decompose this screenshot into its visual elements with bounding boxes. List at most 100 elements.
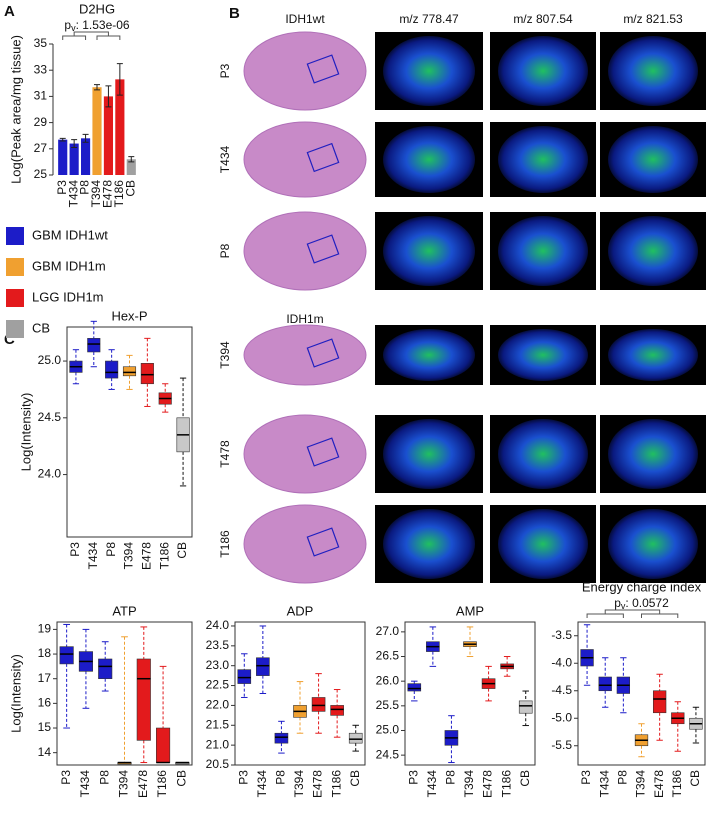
y-tick-label: 17 xyxy=(38,671,52,685)
bracket xyxy=(62,35,87,40)
box xyxy=(136,658,151,741)
bar xyxy=(92,87,102,175)
roi-box xyxy=(306,338,340,368)
bracket xyxy=(73,31,109,36)
column-header: m/z 807.54 xyxy=(513,12,573,26)
x-tick-label: T186 xyxy=(155,770,169,798)
x-tick-label: P3 xyxy=(59,770,73,785)
x-tick-label: E478 xyxy=(136,770,150,798)
he-section xyxy=(243,414,367,494)
legend-swatch xyxy=(6,227,24,245)
y-tick-label: 23.5 xyxy=(206,638,230,652)
panel-label: B xyxy=(229,5,240,22)
group-header: IDH1m xyxy=(286,312,323,326)
error-bar xyxy=(94,84,100,91)
legend-label: GBM IDH1wt xyxy=(32,227,108,242)
x-tick-label: T394 xyxy=(122,542,136,570)
row-label: T478 xyxy=(218,440,232,468)
x-tick-label: CB xyxy=(175,542,189,559)
x-tick-label: P3 xyxy=(55,180,69,195)
x-tick-label: CB xyxy=(688,770,702,787)
ms-image xyxy=(383,329,475,381)
ms-image xyxy=(498,126,588,193)
y-tick-label: 25 xyxy=(34,167,48,181)
column-header: m/z 778.47 xyxy=(399,12,459,26)
ms-image xyxy=(608,126,698,193)
bar xyxy=(81,138,91,175)
roi-box xyxy=(306,54,340,84)
x-tick-label: T434 xyxy=(597,770,611,798)
ms-image xyxy=(383,419,475,489)
box xyxy=(274,732,289,744)
plot-frame xyxy=(234,621,366,766)
x-tick-label: P3 xyxy=(236,770,250,785)
roi-box xyxy=(306,527,340,557)
p-subscript: v xyxy=(71,23,76,33)
row-label: P3 xyxy=(218,63,232,78)
p-symbol: p xyxy=(614,596,621,610)
x-tick-label: P8 xyxy=(616,770,630,785)
x-tick-label: CB xyxy=(518,770,532,787)
x-tick-label: T186 xyxy=(670,770,684,798)
legend-swatch xyxy=(6,320,24,338)
bar xyxy=(58,139,68,175)
bracket xyxy=(641,613,679,618)
p-rest: : 1.53e-06 xyxy=(76,18,130,32)
y-tick-label: 33 xyxy=(34,62,48,76)
x-tick-label: E478 xyxy=(101,180,115,208)
legend-label: GBM IDH1m xyxy=(32,258,106,273)
box xyxy=(105,360,119,379)
y-tick-label: 24.5 xyxy=(38,410,62,424)
y-tick-label: 27 xyxy=(34,141,48,155)
ms-image xyxy=(608,509,698,579)
x-tick-label: P8 xyxy=(97,770,111,785)
y-tick-label: 35 xyxy=(34,36,48,50)
y-tick-label: 24.0 xyxy=(206,618,230,632)
error-bar xyxy=(71,139,78,148)
y-tick-label: 14 xyxy=(38,745,52,759)
y-tick-label: 24.0 xyxy=(38,467,62,481)
y-tick-label: 16 xyxy=(38,696,52,710)
x-tick-label: P8 xyxy=(78,180,92,195)
x-tick-label: T394 xyxy=(89,180,103,208)
y-tick-label: 22.5 xyxy=(206,678,230,692)
x-tick-label: P3 xyxy=(68,542,82,557)
x-tick-label: P8 xyxy=(274,770,288,785)
y-axis-label: Log(Intensity) xyxy=(8,654,23,733)
roi-box xyxy=(306,437,340,467)
x-tick-label: T186 xyxy=(112,180,126,208)
error-bar xyxy=(116,63,123,96)
error-bar xyxy=(82,133,89,143)
x-tick-label: P8 xyxy=(104,542,118,557)
he-section xyxy=(243,324,367,386)
ms-image xyxy=(498,36,588,106)
y-tick-label: 25.0 xyxy=(376,723,400,737)
y-tick-label: 31 xyxy=(34,89,48,103)
box xyxy=(348,732,363,744)
y-tick-label: 25.5 xyxy=(376,698,400,712)
x-tick-label: T434 xyxy=(425,770,439,798)
chart-title: ADP xyxy=(287,603,314,618)
y-tick-label: -4.5 xyxy=(551,683,572,697)
box xyxy=(407,683,422,692)
y-tick-label: 22.0 xyxy=(206,698,230,712)
p-value: pv: 0.0572 xyxy=(614,596,669,611)
ms-image xyxy=(383,36,475,106)
p-rest: : 0.0572 xyxy=(625,596,669,610)
error-bar xyxy=(128,156,135,163)
ms-image xyxy=(498,329,588,381)
y-axis-label: Log(Intensity) xyxy=(18,393,33,472)
x-tick-label: CB xyxy=(348,770,362,787)
y-axis-label: Log(Peak area/mg tissue) xyxy=(8,35,23,184)
x-tick-label: P8 xyxy=(444,770,458,785)
chart-title: Hex-P xyxy=(111,308,147,323)
roi-box xyxy=(306,234,340,264)
bracket xyxy=(586,613,624,618)
box xyxy=(122,366,137,377)
ms-image xyxy=(383,216,475,286)
y-tick-label: -3.5 xyxy=(551,628,572,642)
ms-image xyxy=(608,216,698,286)
bracket xyxy=(96,35,121,40)
p-symbol: p xyxy=(64,18,71,32)
plot-frame xyxy=(66,326,193,538)
